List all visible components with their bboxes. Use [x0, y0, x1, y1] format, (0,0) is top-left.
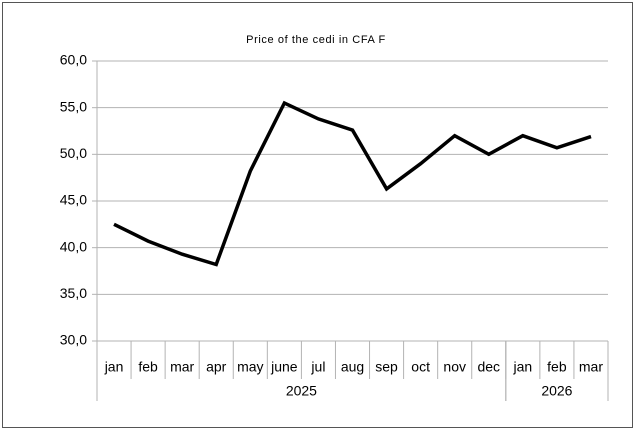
x-tick-label: nov — [443, 359, 466, 375]
x-tick-label: sep — [375, 359, 398, 375]
x-tick-label: june — [270, 359, 298, 375]
x-tick-label: feb — [547, 359, 567, 375]
x-tick-label: jul — [310, 359, 325, 375]
x-tick-label: aug — [341, 359, 364, 375]
x-tick-label: oct — [411, 359, 430, 375]
x-tick-label: apr — [206, 359, 227, 375]
y-tick-label: 30,0 — [60, 332, 87, 348]
y-tick-label: 45,0 — [60, 192, 87, 208]
y-tick-label: 60,0 — [60, 52, 87, 68]
chart-title: Price of the cedi in CFA F — [246, 34, 386, 46]
x-tick-label: dec — [477, 359, 500, 375]
x-tick-label: feb — [138, 359, 158, 375]
group-label: 2026 — [541, 383, 572, 399]
x-tick-label: mar — [170, 359, 194, 375]
chart-border — [2, 2, 633, 428]
x-tick-label: may — [237, 359, 263, 375]
y-tick-label: 55,0 — [60, 98, 87, 114]
y-tick-label: 40,0 — [60, 238, 87, 254]
y-tick-label: 50,0 — [60, 145, 87, 161]
group-label: 2025 — [286, 383, 317, 399]
y-tick-label: 35,0 — [60, 285, 87, 301]
x-tick-label: mar — [579, 359, 603, 375]
x-tick-label: jan — [512, 359, 532, 375]
x-tick-label: jan — [104, 359, 124, 375]
price-line — [113, 100, 592, 267]
